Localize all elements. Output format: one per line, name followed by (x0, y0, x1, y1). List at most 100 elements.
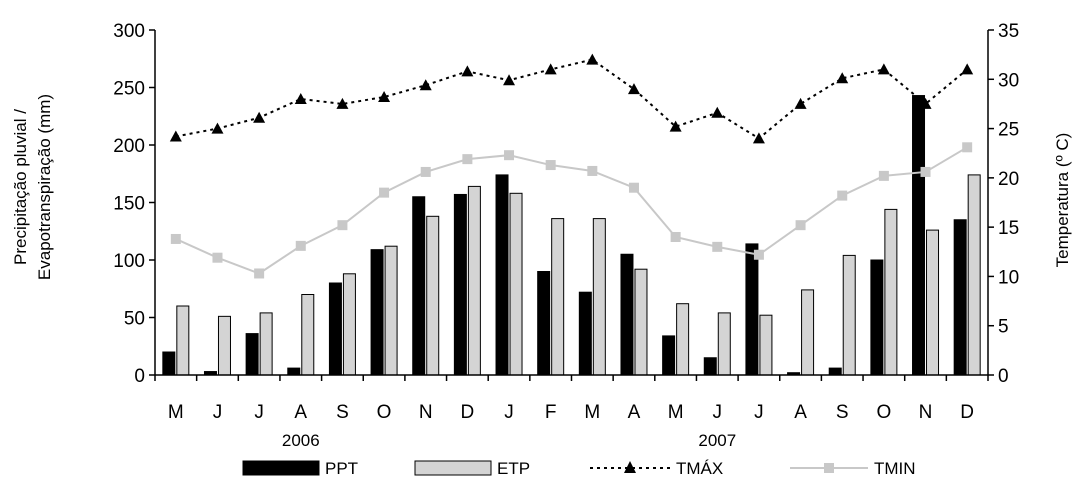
bar-ppt-17 (870, 259, 884, 376)
bar-etp-10 (592, 218, 606, 376)
marker-tmin-5 (379, 187, 390, 198)
x-tick-label-11: A (628, 402, 641, 423)
marker-tmin-19 (962, 142, 973, 153)
bar-etp-7 (467, 185, 481, 376)
legend: PPT ETP TMÁX TMIN (242, 459, 916, 478)
bar-etp-11 (634, 268, 648, 376)
legend-label-tmax: TMÁX (676, 459, 723, 478)
bar-etp-4 (342, 273, 356, 376)
x-tick-label-6: N (419, 402, 433, 423)
marker-tmax-9 (544, 63, 557, 75)
marker-tmin-3 (295, 240, 306, 251)
bar-etp-6 (426, 215, 440, 376)
x-tick-label-10: M (584, 402, 600, 423)
marker-tmin-8 (504, 150, 515, 161)
marker-tmax-6 (419, 79, 432, 91)
marker-tmin-18 (920, 166, 931, 177)
bar-ppt-8 (495, 174, 509, 376)
x-tick-label-3: A (294, 402, 307, 423)
marker-tmin-7 (462, 154, 473, 165)
x-tick-label-19: D (960, 402, 974, 423)
x-tick-label-9: F (545, 402, 557, 423)
bar-etp-13 (717, 312, 731, 376)
year-label-2006: 2006 (282, 431, 320, 450)
marker-tmax-15 (794, 97, 807, 109)
bar-etp-16 (842, 254, 856, 376)
marker-tmax-5 (378, 91, 391, 103)
bar-ppt-19 (953, 219, 967, 376)
left-tick-label-2: 100 (113, 251, 145, 272)
x-tick-label-16: S (836, 402, 849, 423)
right-tick-label-6: 30 (998, 70, 1019, 91)
legend-marker-tmin (824, 463, 834, 473)
bar-etp-0 (176, 305, 190, 376)
bar-ppt-0 (162, 351, 176, 376)
x-tick-label-12: M (668, 402, 684, 423)
line-tmin (175, 146, 968, 275)
bar-etp-14 (759, 314, 773, 376)
x-tick-label-8: J (504, 402, 514, 423)
legend-label-etp: ETP (497, 459, 530, 478)
right-tick-label-7: 35 (998, 21, 1019, 42)
right-tick-label-0: 0 (998, 366, 1009, 387)
x-tick-label-18: N (919, 402, 933, 423)
right-tick-label-5: 25 (998, 120, 1019, 141)
marker-tmin-2 (254, 268, 265, 279)
marker-tmin-1 (212, 252, 223, 263)
left-tick-label-1: 50 (124, 309, 145, 330)
bar-etp-2 (259, 312, 273, 376)
bar-ppt-5 (370, 249, 384, 376)
axes-layer: 0 50 100 150 200 250 300 0 5 10 15 20 25 30 35 M J J A S O N D… (113, 21, 1019, 450)
x-tick-label-5: O (377, 402, 392, 423)
x-tick-label-14: J (754, 402, 764, 423)
marker-tmax-10 (586, 53, 599, 65)
bar-ppt-14 (745, 243, 759, 376)
marker-tmin-11 (628, 182, 639, 193)
x-tick-label-7: D (461, 402, 475, 423)
bar-ppt-16 (828, 367, 842, 376)
marker-tmax-8 (503, 74, 516, 86)
x-tick-label-15: A (794, 402, 807, 423)
left-tick-label-4: 200 (113, 136, 145, 157)
bar-etp-3 (301, 294, 315, 376)
right-tick-label-4: 20 (998, 169, 1019, 190)
marker-tmin-16 (837, 190, 848, 201)
marker-tmin-15 (795, 220, 806, 231)
bar-ppt-6 (412, 196, 426, 376)
left-axis-title-line-2: Evapotranspiração (mm) (35, 94, 54, 280)
legend-marker-tmax (624, 461, 636, 473)
bar-ppt-2 (245, 333, 259, 376)
marker-tmax-13 (711, 106, 724, 118)
legend-label-tmin: TMIN (874, 459, 916, 478)
right-axis-title: Temperatura (º C) (1053, 133, 1072, 268)
bar-ppt-10 (578, 291, 592, 376)
marker-tmax-2 (253, 111, 266, 123)
line-tmax (175, 58, 968, 140)
bar-ppt-4 (328, 282, 342, 376)
left-tick-label-5: 250 (113, 79, 145, 100)
marker-tmax-12 (669, 120, 682, 132)
bar-etp-18 (926, 229, 940, 376)
marker-tmax-19 (961, 63, 974, 75)
marker-tmax-17 (877, 63, 890, 75)
bar-etp-8 (509, 192, 523, 376)
right-tick-label-3: 15 (998, 218, 1019, 239)
marker-tmax-11 (627, 83, 640, 95)
bar-etp-17 (884, 208, 898, 376)
bar-ppt-3 (287, 367, 301, 376)
bar-etp-12 (676, 303, 690, 376)
bar-etp-19 (967, 174, 981, 376)
bar-ppt-11 (620, 253, 634, 376)
year-label-2007: 2007 (698, 431, 736, 450)
marker-tmin-0 (170, 233, 181, 244)
marker-tmax-14 (752, 132, 765, 144)
marker-tmax-0 (169, 130, 182, 142)
marker-tmin-14 (753, 249, 764, 260)
left-tick-label-3: 150 (113, 194, 145, 215)
marker-tmin-10 (587, 165, 598, 176)
bar-etp-15 (801, 289, 815, 376)
x-tick-label-17: O (876, 402, 891, 423)
marker-tmax-18 (919, 97, 932, 109)
left-tick-label-0: 0 (134, 366, 145, 387)
marker-tmax-1 (211, 122, 224, 134)
